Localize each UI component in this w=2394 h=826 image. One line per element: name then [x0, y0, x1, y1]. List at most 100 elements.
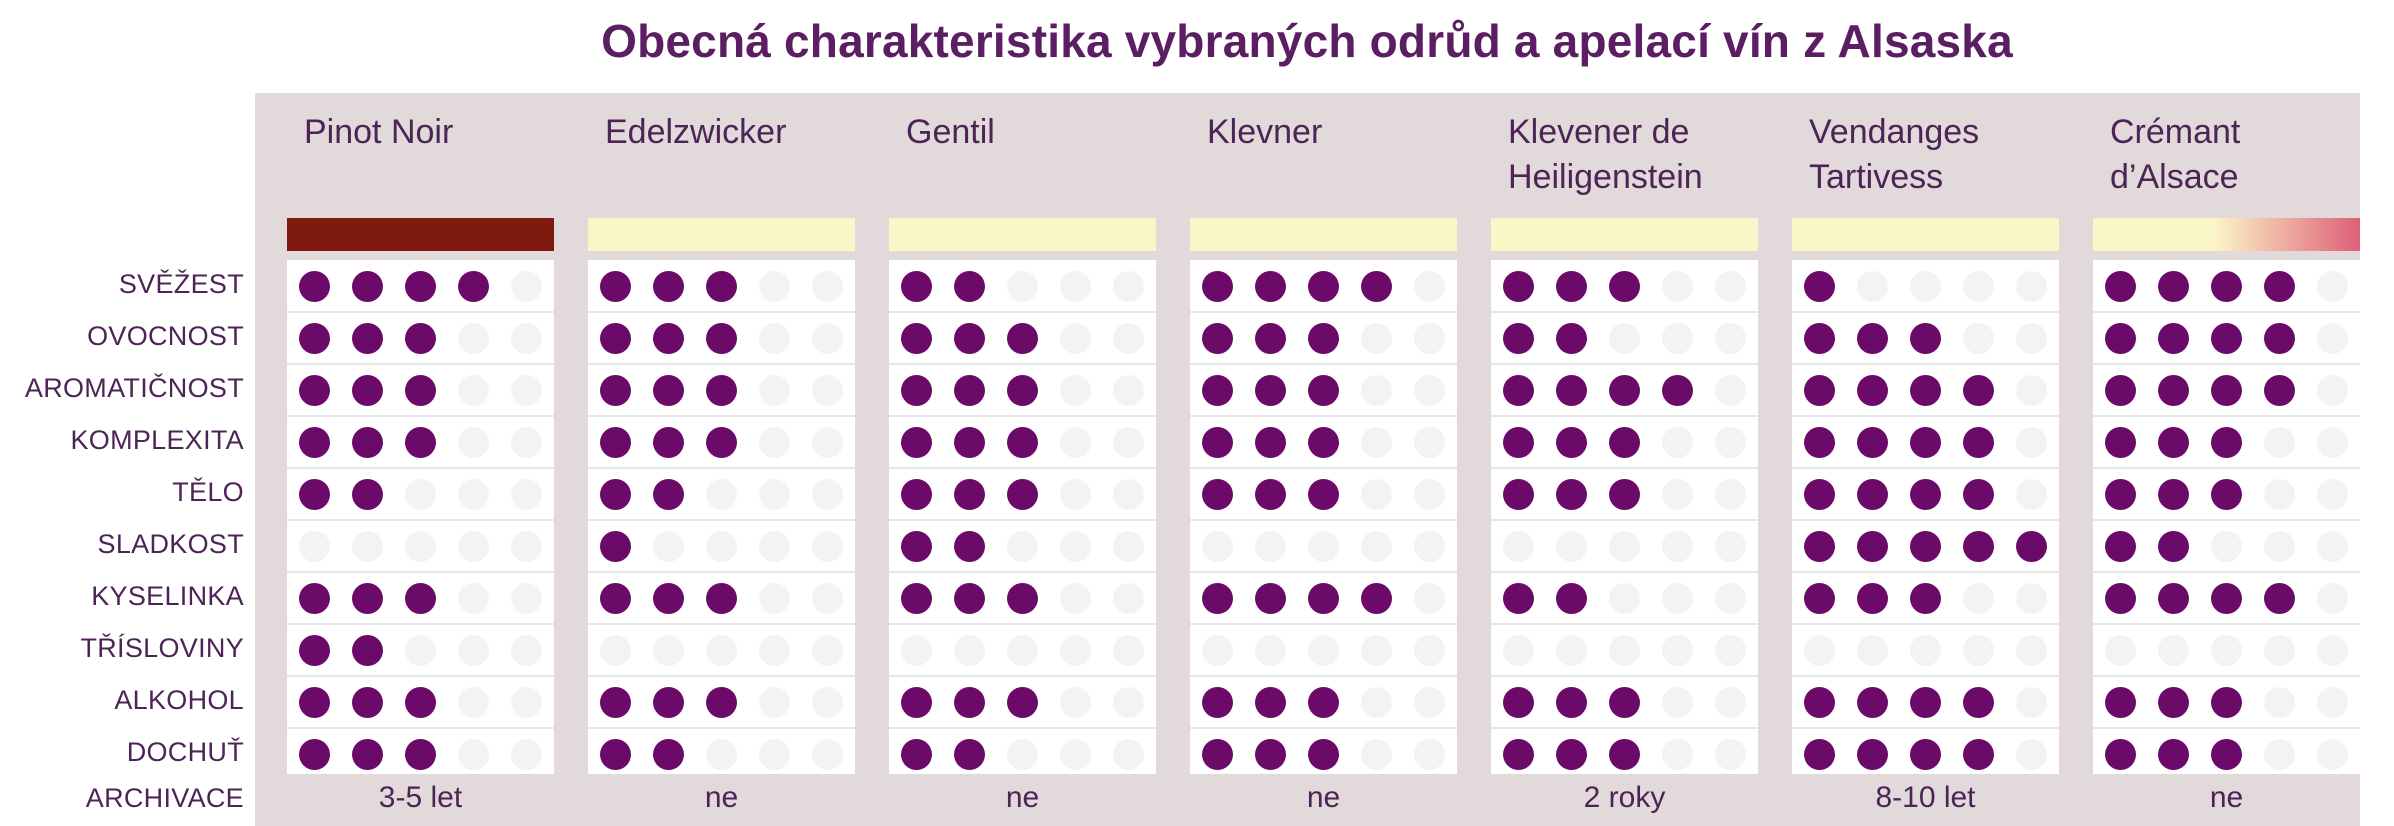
rating-dot-empty — [1060, 426, 1091, 458]
rating-dot-filled — [1503, 270, 1534, 302]
rating-dot-empty — [759, 686, 790, 718]
rating-dot-filled — [1910, 738, 1941, 770]
rating-dot-empty — [1715, 478, 1746, 510]
row-divider — [889, 467, 1156, 469]
rating-dot-empty — [2264, 738, 2295, 770]
rating-dot-filled — [1503, 582, 1534, 614]
rating-dot-filled — [1308, 374, 1339, 406]
rating-dot-empty — [1308, 634, 1339, 666]
rating-dot-empty — [812, 738, 843, 770]
rating-dot-empty — [1007, 530, 1038, 562]
rating-dot-empty — [1662, 426, 1693, 458]
rating-dot-empty — [511, 426, 542, 458]
rating-dot-filled — [1662, 374, 1693, 406]
rating-dot-filled — [1963, 686, 1994, 718]
rating-dot-empty — [458, 634, 489, 666]
rating-dot-empty — [1113, 634, 1144, 666]
rating-dot-empty — [1556, 530, 1587, 562]
rating-dot-filled — [299, 478, 330, 510]
rating-dot-empty — [1414, 270, 1445, 302]
rating-dot-filled — [653, 426, 684, 458]
column-header: Edelzwicker — [605, 113, 787, 151]
archive-value: 8-10 let — [1792, 774, 2059, 826]
rating-dot-empty — [2317, 582, 2348, 614]
rating-dot-empty — [1609, 322, 1640, 354]
rating-dot-filled — [299, 738, 330, 770]
row-divider — [1190, 675, 1457, 677]
rating-dot-empty — [812, 634, 843, 666]
rating-dot-filled — [1609, 426, 1640, 458]
rating-dot-empty — [458, 426, 489, 458]
row-label: DOCHUŤ — [126, 737, 244, 767]
wine-color-bar — [588, 218, 855, 251]
rating-dot-filled — [706, 582, 737, 614]
chart-title: Obecná charakteristika vybraných odrůd a… — [601, 15, 2013, 67]
rating-dot-empty — [1662, 322, 1693, 354]
rating-dot-filled — [1910, 426, 1941, 458]
rating-dot-empty — [1414, 686, 1445, 718]
rating-dot-filled — [1609, 270, 1640, 302]
rating-dot-empty — [954, 634, 985, 666]
rating-dot-filled — [600, 426, 631, 458]
rating-dot-empty — [759, 738, 790, 770]
rating-dot-empty — [812, 426, 843, 458]
rating-dot-filled — [1963, 478, 1994, 510]
rating-dot-filled — [405, 582, 436, 614]
rating-dot-empty — [1715, 582, 1746, 614]
rating-dot-filled — [1255, 374, 1286, 406]
archive-value: 2 roky — [1491, 774, 1758, 826]
row-divider — [287, 675, 554, 677]
rating-dot-filled — [352, 374, 383, 406]
rating-dot-filled — [1202, 686, 1233, 718]
rating-dot-filled — [2105, 478, 2136, 510]
rating-dot-empty — [706, 530, 737, 562]
rating-dot-filled — [1857, 530, 1888, 562]
rating-dot-empty — [1113, 738, 1144, 770]
rating-dot-filled — [1308, 478, 1339, 510]
rating-dot-filled — [352, 270, 383, 302]
rating-dot-empty — [1113, 478, 1144, 510]
rating-dot-filled — [2211, 426, 2242, 458]
rating-dot-empty — [1361, 374, 1392, 406]
rating-dot-filled — [1202, 374, 1233, 406]
row-divider — [1491, 311, 1758, 313]
rating-dot-empty — [1060, 374, 1091, 406]
rating-dot-filled — [954, 530, 985, 562]
rating-dot-empty — [1662, 530, 1693, 562]
rating-dot-empty — [299, 530, 330, 562]
rating-dot-filled — [1857, 374, 1888, 406]
column-header: Klevener de Heiligenstein — [1508, 113, 1703, 196]
rating-dot-filled — [1202, 738, 1233, 770]
rating-dot-filled — [706, 322, 737, 354]
rating-dot-filled — [2016, 530, 2047, 562]
rating-dot-empty — [458, 582, 489, 614]
rating-dot-filled — [1804, 530, 1835, 562]
rating-dot-filled — [2158, 374, 2189, 406]
row-label: ALKOHOL — [114, 685, 244, 715]
rating-dot-filled — [706, 426, 737, 458]
rating-dot-empty — [1202, 634, 1233, 666]
rating-dot-empty — [2016, 426, 2047, 458]
rating-dot-filled — [901, 270, 932, 302]
rating-dot-empty — [352, 530, 383, 562]
row-divider — [889, 571, 1156, 573]
rating-dot-empty — [812, 478, 843, 510]
rating-dot-empty — [2317, 374, 2348, 406]
rating-dot-empty — [511, 686, 542, 718]
rating-dot-filled — [1857, 426, 1888, 458]
rating-dot-empty — [1963, 634, 1994, 666]
rating-dot-filled — [1910, 322, 1941, 354]
rating-dot-empty — [2016, 374, 2047, 406]
row-divider — [2093, 571, 2360, 573]
rating-dot-empty — [1857, 270, 1888, 302]
rating-dot-empty — [1007, 634, 1038, 666]
rating-dot-empty — [1910, 270, 1941, 302]
rating-dot-empty — [458, 530, 489, 562]
rating-dot-empty — [1060, 270, 1091, 302]
row-divider — [889, 623, 1156, 625]
rating-dot-filled — [1255, 582, 1286, 614]
rating-dot-filled — [405, 270, 436, 302]
wine-color-bar — [1491, 218, 1758, 251]
rating-dot-filled — [600, 738, 631, 770]
rating-dot-filled — [1308, 270, 1339, 302]
